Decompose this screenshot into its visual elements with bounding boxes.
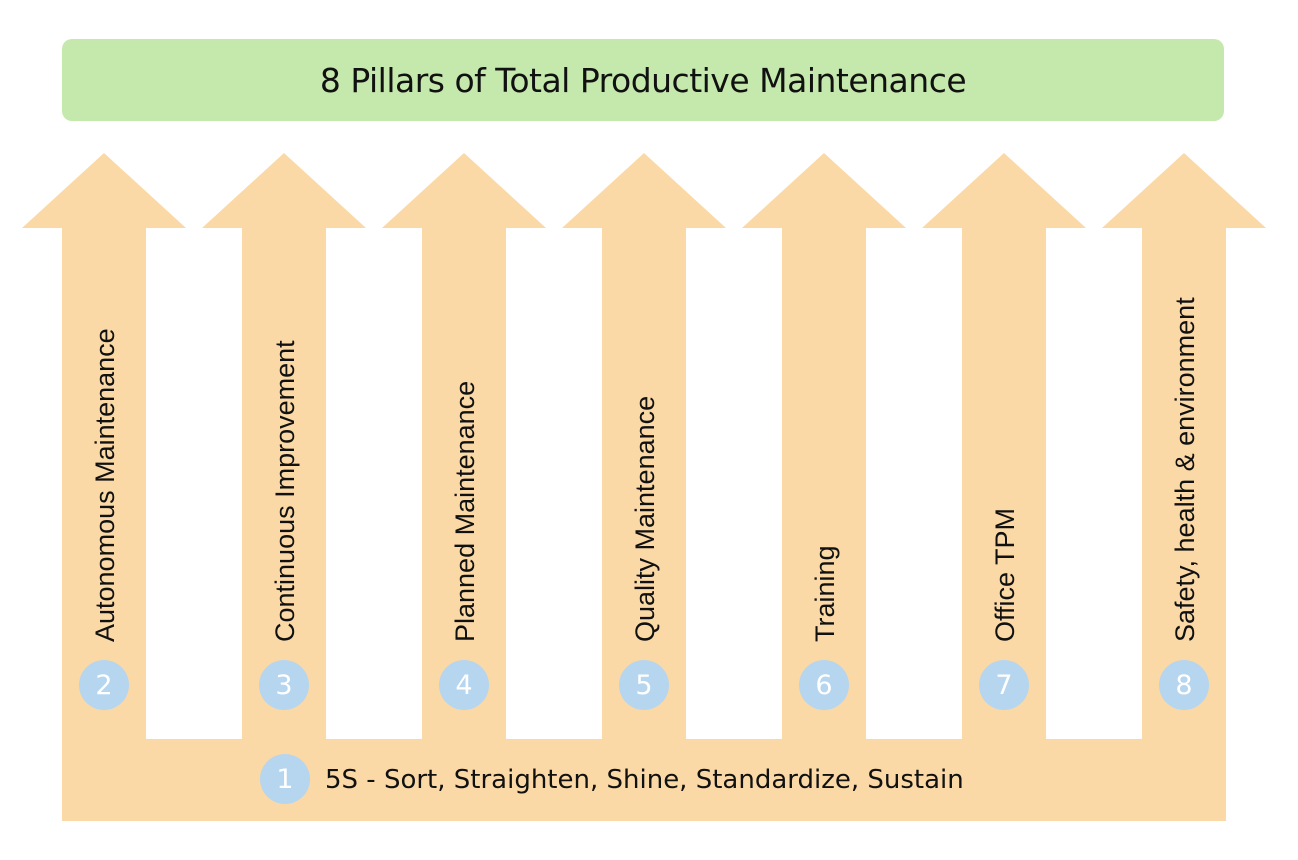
title-banner: 8 Pillars of Total Productive Maintenanc…	[62, 39, 1224, 121]
pillar-number-badge	[619, 660, 669, 710]
pillar-number: 5	[635, 670, 652, 701]
pillar-number: 8	[1175, 670, 1192, 701]
pillar-number-badge	[439, 660, 489, 710]
pillar-number-badge	[1159, 660, 1209, 710]
foundation-label: 5S - Sort, Straighten, Shine, Standardiz…	[325, 765, 964, 795]
pillar-label: Continuous Improvement	[270, 340, 300, 642]
pillar-number: 4	[455, 670, 472, 701]
pillar-number-badge	[799, 660, 849, 710]
pillar-number-badge	[259, 660, 309, 710]
foundation-badge	[260, 754, 310, 804]
pillar-label: Safety, health & environment	[1170, 297, 1200, 642]
pillar-label: Planned Maintenance	[450, 381, 480, 642]
diagram-title: 8 Pillars of Total Productive Maintenanc…	[319, 60, 967, 100]
pillar-label: Training	[810, 545, 840, 642]
foundation: 1 5S - Sort, Straighten, Shine, Standard…	[260, 754, 964, 804]
pillar-number: 2	[95, 670, 112, 701]
pillars-arrow-shape	[22, 153, 1266, 821]
pillar-group: Autonomous Maintenance 2 Continuous Improv…	[79, 297, 1209, 710]
pillar-label: Autonomous Maintenance	[90, 328, 120, 642]
pillar-number: 7	[995, 670, 1012, 701]
pillar-number-badge	[79, 660, 129, 710]
pillar-number: 3	[275, 670, 292, 701]
pillar-label: Quality Maintenance	[630, 396, 660, 642]
pillar-number: 6	[815, 670, 832, 701]
foundation-number: 1	[276, 764, 293, 795]
pillar-number-badge	[979, 660, 1029, 710]
pillar-label: Office TPM	[990, 508, 1020, 642]
